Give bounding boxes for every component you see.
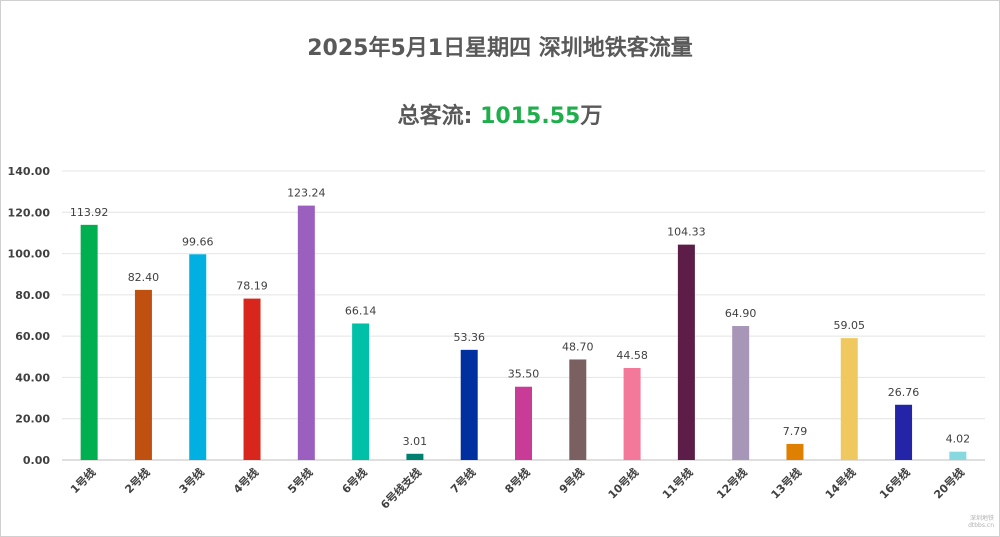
bar xyxy=(80,224,98,460)
data-label: 35.50 xyxy=(508,368,540,381)
bar xyxy=(623,367,641,460)
x-tick-label: 11号线 xyxy=(659,465,695,501)
x-tick-label: 16号线 xyxy=(876,465,912,501)
total-unit: 万 xyxy=(580,104,603,129)
x-tick-label: 14号线 xyxy=(822,465,858,501)
bar xyxy=(460,349,478,460)
bar xyxy=(352,323,370,460)
y-tick-label: 0.00 xyxy=(23,454,50,467)
bar xyxy=(840,338,858,460)
data-label: 44.58 xyxy=(616,349,648,362)
x-tick-label: 13号线 xyxy=(768,465,804,501)
data-label: 4.02 xyxy=(946,433,971,446)
x-tick-label: 5号线 xyxy=(285,465,316,496)
x-tick-label: 2号线 xyxy=(122,465,153,496)
data-label: 78.19 xyxy=(236,280,268,293)
x-tick-label: 8号线 xyxy=(502,465,533,496)
data-label: 104.33 xyxy=(667,226,706,239)
data-label: 48.70 xyxy=(562,340,594,353)
x-tick-label: 6号线支线 xyxy=(378,465,424,511)
data-label: 59.05 xyxy=(834,319,866,332)
x-tick-label: 7号线 xyxy=(447,465,478,496)
data-label: 123.24 xyxy=(287,187,326,200)
y-tick-label: 60.00 xyxy=(15,330,50,343)
bar xyxy=(786,443,804,460)
data-label: 82.40 xyxy=(128,271,160,284)
bar xyxy=(895,404,913,460)
bar xyxy=(732,326,750,460)
data-label: 66.14 xyxy=(345,304,377,317)
chart-title: 2025年5月1日星期四 深圳地铁客流量 xyxy=(307,36,693,61)
data-label: 64.90 xyxy=(725,307,757,320)
watermark: 深圳地铁 dtbbs.cn xyxy=(968,515,994,529)
watermark-line-2: dtbbs.cn xyxy=(968,522,994,529)
total-label: 总客流: xyxy=(397,104,481,129)
data-label: 99.66 xyxy=(182,235,214,248)
x-tick-label: 20号线 xyxy=(931,465,967,501)
watermark-line-1: 深圳地铁 xyxy=(969,515,994,522)
data-label: 53.36 xyxy=(453,331,485,344)
x-tick-label: 6号线 xyxy=(339,465,370,496)
x-tick-label: 12号线 xyxy=(714,465,750,501)
data-label: 113.92 xyxy=(70,206,109,219)
bar xyxy=(189,254,207,460)
data-label: 3.01 xyxy=(403,435,428,448)
x-tick-label: 9号线 xyxy=(556,465,587,496)
y-tick-label: 120.00 xyxy=(8,206,51,219)
y-tick-label: 80.00 xyxy=(15,289,50,302)
chart-subtitle: 总客流: 1015.55万 xyxy=(0,98,1000,130)
bar xyxy=(134,289,152,460)
y-tick-label: 40.00 xyxy=(15,371,50,384)
x-tick-label: 1号线 xyxy=(67,465,98,496)
bar xyxy=(406,453,424,460)
bar xyxy=(569,359,587,460)
bar xyxy=(243,298,261,460)
bar xyxy=(677,244,695,460)
bar xyxy=(297,205,315,460)
data-label: 26.76 xyxy=(888,386,920,399)
y-tick-label: 100.00 xyxy=(8,248,51,261)
y-tick-label: 140.00 xyxy=(8,165,51,178)
x-tick-label: 3号线 xyxy=(176,465,207,496)
total-value: 1015.55 xyxy=(480,104,581,129)
y-tick-label: 20.00 xyxy=(15,413,50,426)
bar xyxy=(515,386,532,460)
x-tick-label: 4号线 xyxy=(230,465,261,496)
x-tick-label: 10号线 xyxy=(605,465,641,501)
bar xyxy=(949,451,967,460)
data-label: 7.79 xyxy=(783,425,808,438)
